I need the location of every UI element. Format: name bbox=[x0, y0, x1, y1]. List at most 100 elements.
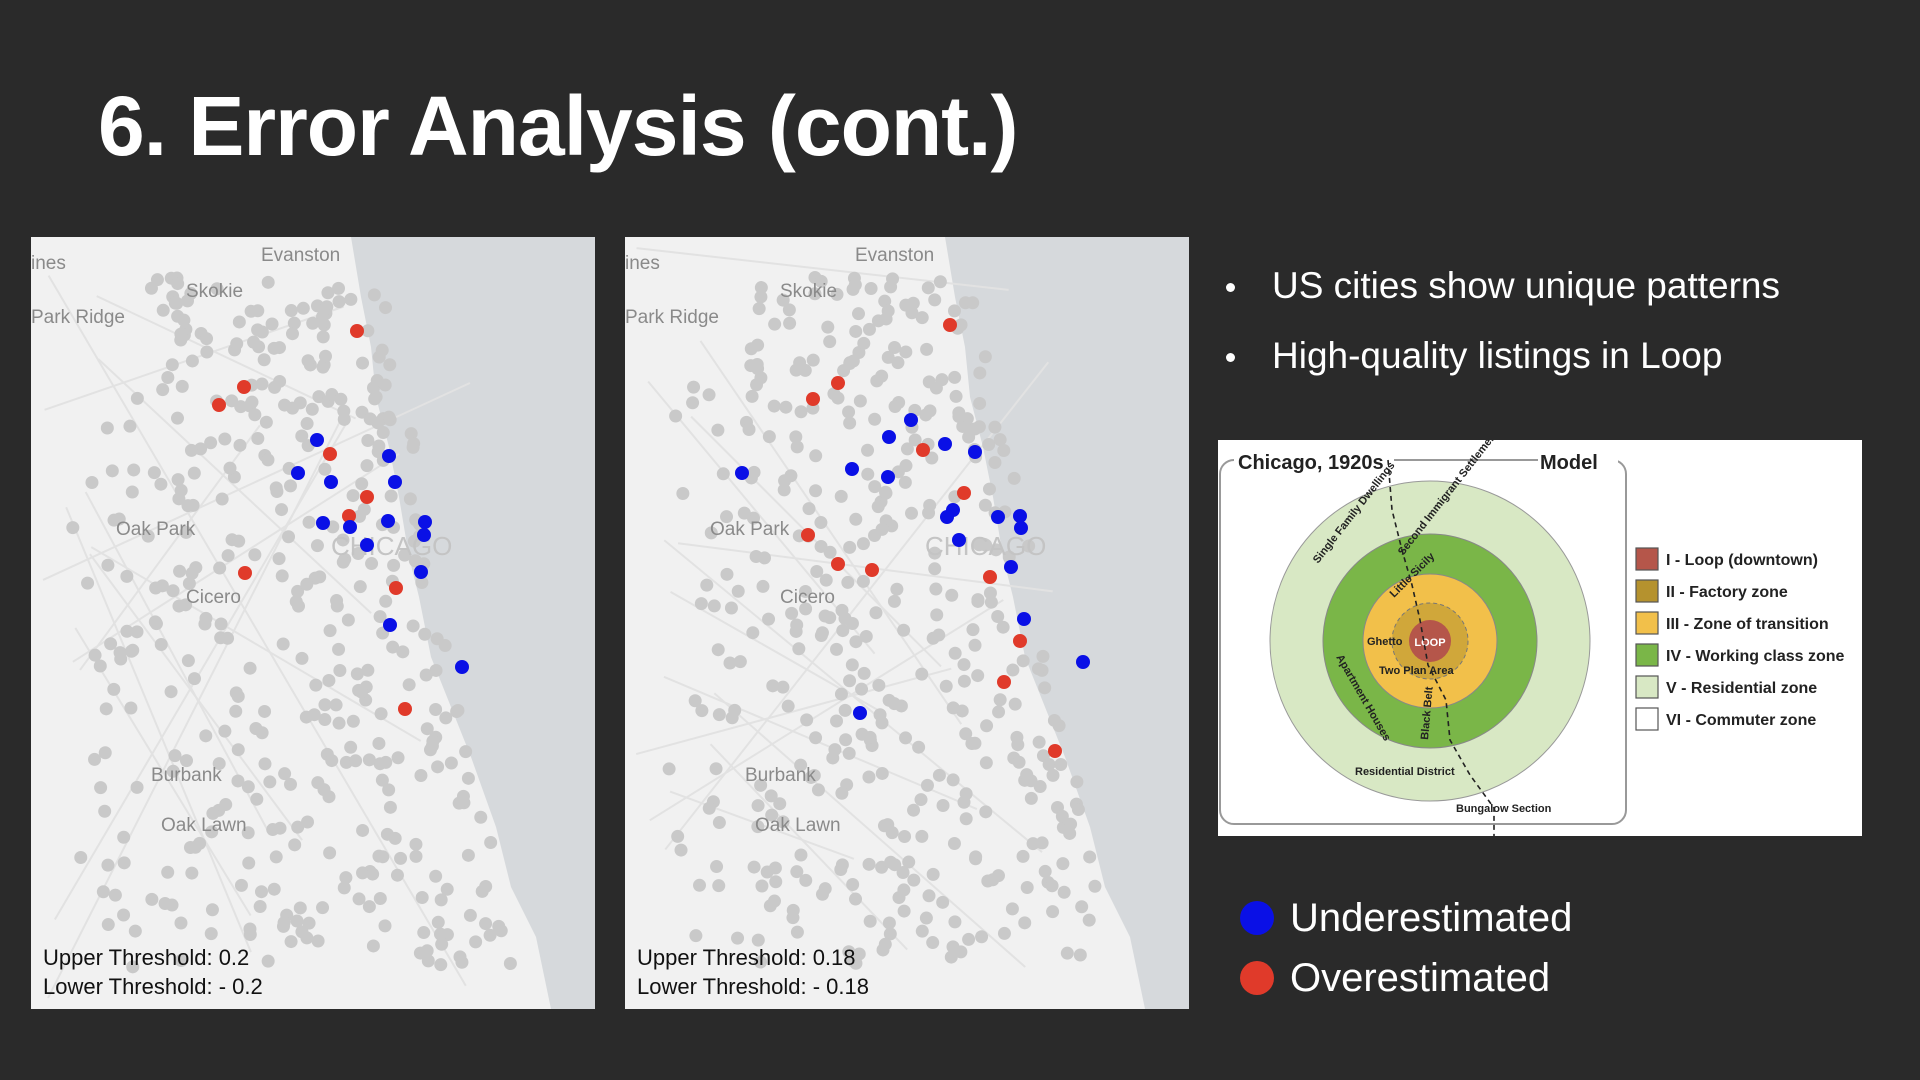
loop-label: LOOP bbox=[1414, 637, 1445, 649]
ghetto-label: Ghetto bbox=[1367, 636, 1403, 648]
listing-dot bbox=[131, 392, 144, 405]
underestimated-dot bbox=[417, 528, 431, 542]
listing-dot bbox=[254, 900, 267, 913]
listing-dot bbox=[154, 478, 167, 491]
listing-dot bbox=[188, 467, 201, 480]
listing-dot bbox=[754, 290, 767, 303]
bullet-list: US cities show unique patterns High-qual… bbox=[1222, 265, 1780, 405]
listing-dot bbox=[484, 929, 497, 942]
listing-dot bbox=[374, 892, 387, 905]
listing-dot bbox=[732, 585, 745, 598]
listing-dot bbox=[368, 392, 381, 405]
listing-dot bbox=[882, 351, 895, 364]
listing-dot bbox=[857, 575, 870, 588]
lower-threshold: Lower Threshold: - 0.18 bbox=[637, 972, 869, 1001]
listing-dot bbox=[200, 346, 213, 359]
two-plan-label: Two Plan Area bbox=[1379, 665, 1454, 677]
legend-row-underestimated: Underestimated bbox=[1240, 888, 1572, 948]
listing-dot bbox=[347, 715, 360, 728]
listing-dot bbox=[248, 408, 261, 421]
listing-dot bbox=[966, 623, 979, 636]
listing-dot bbox=[868, 413, 881, 426]
listing-dot bbox=[836, 624, 849, 637]
listing-dot bbox=[332, 282, 345, 295]
underestimated-dot bbox=[1014, 521, 1028, 535]
listing-dot bbox=[409, 838, 422, 851]
listing-dot bbox=[872, 500, 885, 513]
listing-dot bbox=[284, 479, 297, 492]
listing-dot bbox=[206, 903, 219, 916]
listing-dot bbox=[347, 489, 360, 502]
listing-dot bbox=[255, 885, 268, 898]
listing-dot bbox=[379, 756, 392, 769]
zone-legend-label: IV - Working class zone bbox=[1666, 648, 1845, 665]
overestimated-dot bbox=[1013, 634, 1027, 648]
underestimated-dot bbox=[991, 510, 1005, 524]
listing-dot bbox=[376, 850, 389, 863]
listing-dot bbox=[219, 798, 232, 811]
listing-dot bbox=[962, 431, 975, 444]
listing-dot bbox=[802, 502, 815, 515]
listing-dot bbox=[790, 619, 803, 632]
overestimated-dot bbox=[237, 380, 251, 394]
underestimated-dot bbox=[291, 466, 305, 480]
listing-dot bbox=[940, 680, 953, 693]
listing-dot bbox=[789, 430, 802, 443]
listing-dot bbox=[410, 850, 423, 863]
listing-dot bbox=[928, 562, 941, 575]
listing-dot bbox=[738, 507, 751, 520]
listing-dot bbox=[171, 412, 184, 425]
zone-legend-label: II - Factory zone bbox=[1666, 584, 1788, 601]
listing-dot bbox=[155, 638, 168, 651]
listing-dot bbox=[877, 943, 890, 956]
listing-dot bbox=[100, 702, 113, 715]
listing-dot bbox=[251, 432, 264, 445]
listing-dot bbox=[948, 837, 961, 850]
listing-dot bbox=[1025, 792, 1038, 805]
listing-dot bbox=[849, 893, 862, 906]
listing-dot bbox=[907, 804, 920, 817]
listing-dot bbox=[899, 345, 912, 358]
listing-dot bbox=[311, 776, 324, 789]
threshold-text-2: Upper Threshold: 0.18 Lower Threshold: -… bbox=[637, 943, 869, 1001]
listing-dot bbox=[744, 359, 757, 372]
listing-dot bbox=[669, 410, 682, 423]
listing-dot bbox=[129, 925, 142, 938]
listing-dot bbox=[898, 905, 911, 918]
listing-dot bbox=[363, 753, 376, 766]
listing-dot bbox=[292, 600, 305, 613]
listing-dot bbox=[394, 852, 407, 865]
listing-dot bbox=[382, 411, 395, 424]
listing-dot bbox=[148, 466, 161, 479]
listing-dot bbox=[834, 863, 847, 876]
map-canvas-1: ines EvanstonSkokiePark RidgeOak ParkCHIC… bbox=[31, 237, 595, 1009]
underestimated-dot bbox=[845, 462, 859, 476]
listing-dot bbox=[864, 915, 877, 928]
listing-dot bbox=[407, 619, 420, 632]
listing-dot bbox=[235, 879, 248, 892]
listing-dot bbox=[325, 754, 338, 767]
listing-dot bbox=[769, 862, 782, 875]
listing-dot bbox=[198, 617, 211, 630]
underestimated-dot bbox=[414, 565, 428, 579]
listing-dot bbox=[233, 315, 246, 328]
listing-dot bbox=[830, 643, 843, 656]
listing-dot bbox=[330, 698, 343, 711]
listing-dot bbox=[429, 870, 442, 883]
listing-dot bbox=[285, 935, 298, 948]
listing-dot bbox=[792, 642, 805, 655]
listing-dot bbox=[316, 316, 329, 329]
listing-dot bbox=[922, 506, 935, 519]
listing-dot bbox=[936, 896, 949, 909]
listing-dot bbox=[165, 685, 178, 698]
underestimated-dot bbox=[938, 437, 952, 451]
listing-dot bbox=[384, 801, 397, 814]
listing-dot bbox=[865, 282, 878, 295]
listing-dot bbox=[358, 503, 371, 516]
listing-dot bbox=[311, 539, 324, 552]
listing-dot bbox=[1072, 803, 1085, 816]
listing-dot bbox=[420, 668, 433, 681]
listing-dot bbox=[1054, 758, 1067, 771]
listing-dot bbox=[778, 474, 791, 487]
place-label: Oak Park bbox=[710, 519, 790, 540]
